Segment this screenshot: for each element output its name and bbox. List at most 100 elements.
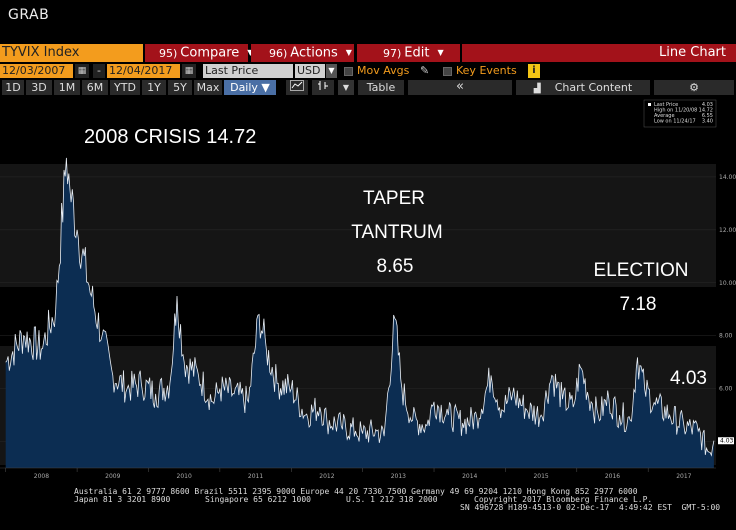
- legend-label: Low on 11/24/17: [654, 119, 696, 125]
- ticker-field[interactable]: TYVIX Index: [0, 44, 143, 62]
- x-tick-label: 2017: [676, 473, 691, 480]
- y-tick-label: 6.00: [719, 386, 733, 393]
- period-5y[interactable]: 5Y: [168, 80, 192, 95]
- annotation-crisis: 2008 CRISIS 14.72: [84, 126, 256, 148]
- y-tick-label: 14.00: [719, 174, 736, 181]
- mov-avgs-label: Mov Avgs: [357, 64, 410, 77]
- gear-icon[interactable]: ⚙: [654, 80, 734, 95]
- date-separator: -: [93, 64, 105, 78]
- legend-swatch: [648, 114, 651, 117]
- legend-label: High on 11/20/08: [654, 108, 697, 114]
- footer-session: SN 496728 H189-4513-0 02-Dec-17 4:49:42 …: [460, 503, 721, 512]
- chevron-down-icon: ▼: [247, 48, 253, 57]
- chevron-down-icon[interactable]: ▼: [326, 64, 337, 78]
- footer-copyright: Copyright 2017 Bloomberg Finance L.P.: [474, 495, 653, 504]
- end-date-input[interactable]: 12/04/2017: [107, 64, 180, 78]
- settings-bar: 12/03/2007 ▦ - 12/04/2017 ▦ Last Price U…: [0, 63, 736, 78]
- bar-chart-icon: ▟: [533, 84, 541, 94]
- chevron-down-icon[interactable]: ▼: [338, 80, 354, 95]
- footer-contacts-us: U.S. 1 212 318 2000: [346, 495, 438, 504]
- chart-type-label[interactable]: Line Chart: [462, 44, 736, 62]
- legend-swatch: [648, 103, 651, 106]
- calendar-icon[interactable]: ▦: [182, 64, 196, 78]
- actions-button[interactable]: 96) Actions ▼: [251, 44, 354, 62]
- annotation-election-line2: 7.18: [620, 294, 657, 315]
- info-icon[interactable]: i: [528, 64, 540, 78]
- annotation-election: ELECTION 7.18: [593, 260, 688, 315]
- window-title: GRAB: [8, 7, 50, 23]
- legend-value: 4.03: [702, 102, 713, 108]
- title-bar: GRAB: [0, 0, 736, 34]
- legend-value: 14.72: [699, 108, 713, 114]
- frequency-select[interactable]: Daily ▼: [224, 80, 276, 95]
- footer-contacts-singapore: Singapore 65 6212 1000: [205, 495, 311, 504]
- period-bar: 1D 3D 1M 6M YTD 1Y 5Y Max Daily ▼ ▼ Tabl…: [0, 80, 736, 95]
- y-tick-label: 12.00: [719, 227, 736, 234]
- bar-chart-type-icon[interactable]: [312, 80, 334, 95]
- calendar-icon[interactable]: ▦: [75, 64, 89, 78]
- plot-band: [0, 164, 716, 287]
- x-axis: 2008 2009 2010 2011 2012 2013 2014 2015 2016 2017: [5, 468, 692, 480]
- chevron-down-icon: ▼: [437, 48, 444, 57]
- period-6m[interactable]: 6M: [82, 80, 108, 95]
- price-area: [5, 157, 714, 468]
- period-1d[interactable]: 1D: [2, 80, 24, 95]
- series-group: [5, 157, 715, 468]
- currency-select[interactable]: USD: [295, 64, 325, 78]
- actions-number: 96): [269, 46, 288, 60]
- legend-value: 3.40: [702, 119, 713, 125]
- annotation-taper-line3: 8.65: [377, 256, 414, 277]
- period-3d[interactable]: 3D: [26, 80, 52, 95]
- chart-content-button[interactable]: ▟ Chart Content: [516, 80, 650, 95]
- mov-avgs-checkbox[interactable]: [344, 67, 353, 76]
- x-tick-label: 2013: [391, 473, 406, 480]
- footer-contacts-line1: Australia 61 2 9777 8600 Brazil 5511 239…: [74, 487, 638, 496]
- current-value-box: [718, 437, 734, 445]
- legend-swatch: [648, 108, 651, 112]
- y-tick-label: 8.00: [719, 333, 733, 340]
- line-chart-icon[interactable]: [286, 80, 308, 95]
- annotation-election-line1: ELECTION: [593, 260, 688, 281]
- edit-button[interactable]: 97) Edit ▼: [357, 44, 460, 62]
- frequency-label: Daily: [230, 81, 258, 94]
- table-button[interactable]: Table: [358, 80, 404, 95]
- x-tick-label: 2008: [34, 473, 49, 480]
- annotation-taper-line2: TANTRUM: [351, 222, 442, 243]
- x-tick-label: 2015: [533, 473, 548, 480]
- compare-label: Compare: [180, 45, 240, 61]
- legend-box: [643, 99, 717, 128]
- period-ytd[interactable]: YTD: [110, 80, 140, 95]
- start-date-input[interactable]: 12/03/2007: [0, 64, 73, 78]
- key-events-checkbox[interactable]: [443, 67, 452, 76]
- price-line: [5, 157, 715, 457]
- command-bar: TYVIX Index 95)Compare ▼ 96)Actions ▼ 97)E…: [0, 44, 736, 62]
- edit-label: Edit: [404, 45, 430, 61]
- pen-icon[interactable]: ✎: [420, 64, 430, 77]
- compare-number: 95): [159, 46, 178, 60]
- y-tick-label: 10.00: [719, 280, 736, 287]
- legend: Last Price 4.03 High on 11/20/08 14.72 Avera…: [643, 99, 717, 128]
- x-tick-label: 2012: [319, 473, 334, 480]
- current-value-label: 4.03: [720, 438, 734, 445]
- legend-label: Average: [654, 113, 675, 119]
- legend-label: Last Price: [654, 102, 678, 108]
- key-events-label: Key Events: [456, 64, 517, 77]
- compare-button[interactable]: 95)Compare ▼: [145, 44, 253, 62]
- collapse-button[interactable]: «: [408, 80, 512, 95]
- period-1y[interactable]: 1Y: [142, 80, 166, 95]
- annotation-taper-line1: TAPER: [363, 188, 425, 209]
- annotation-latest-text: 4.03: [670, 368, 707, 389]
- x-tick-label: 2016: [605, 473, 620, 480]
- period-max[interactable]: Max: [194, 80, 222, 95]
- annotation-latest: 4.03: [670, 368, 707, 389]
- price-field-select[interactable]: Last Price: [203, 64, 293, 78]
- period-1m[interactable]: 1M: [54, 80, 80, 95]
- x-tick-label: 2011: [248, 473, 263, 480]
- footer: Australia 61 2 9777 8600 Brazil 5511 239…: [0, 486, 736, 530]
- x-tick-label: 2009: [105, 473, 120, 480]
- footer-contacts-japan: Japan 81 3 3201 8900: [74, 495, 171, 504]
- x-tick-label: 2014: [462, 473, 477, 480]
- legend-swatch: [648, 119, 651, 123]
- annotation-crisis-text: 2008 CRISIS 14.72: [84, 126, 256, 148]
